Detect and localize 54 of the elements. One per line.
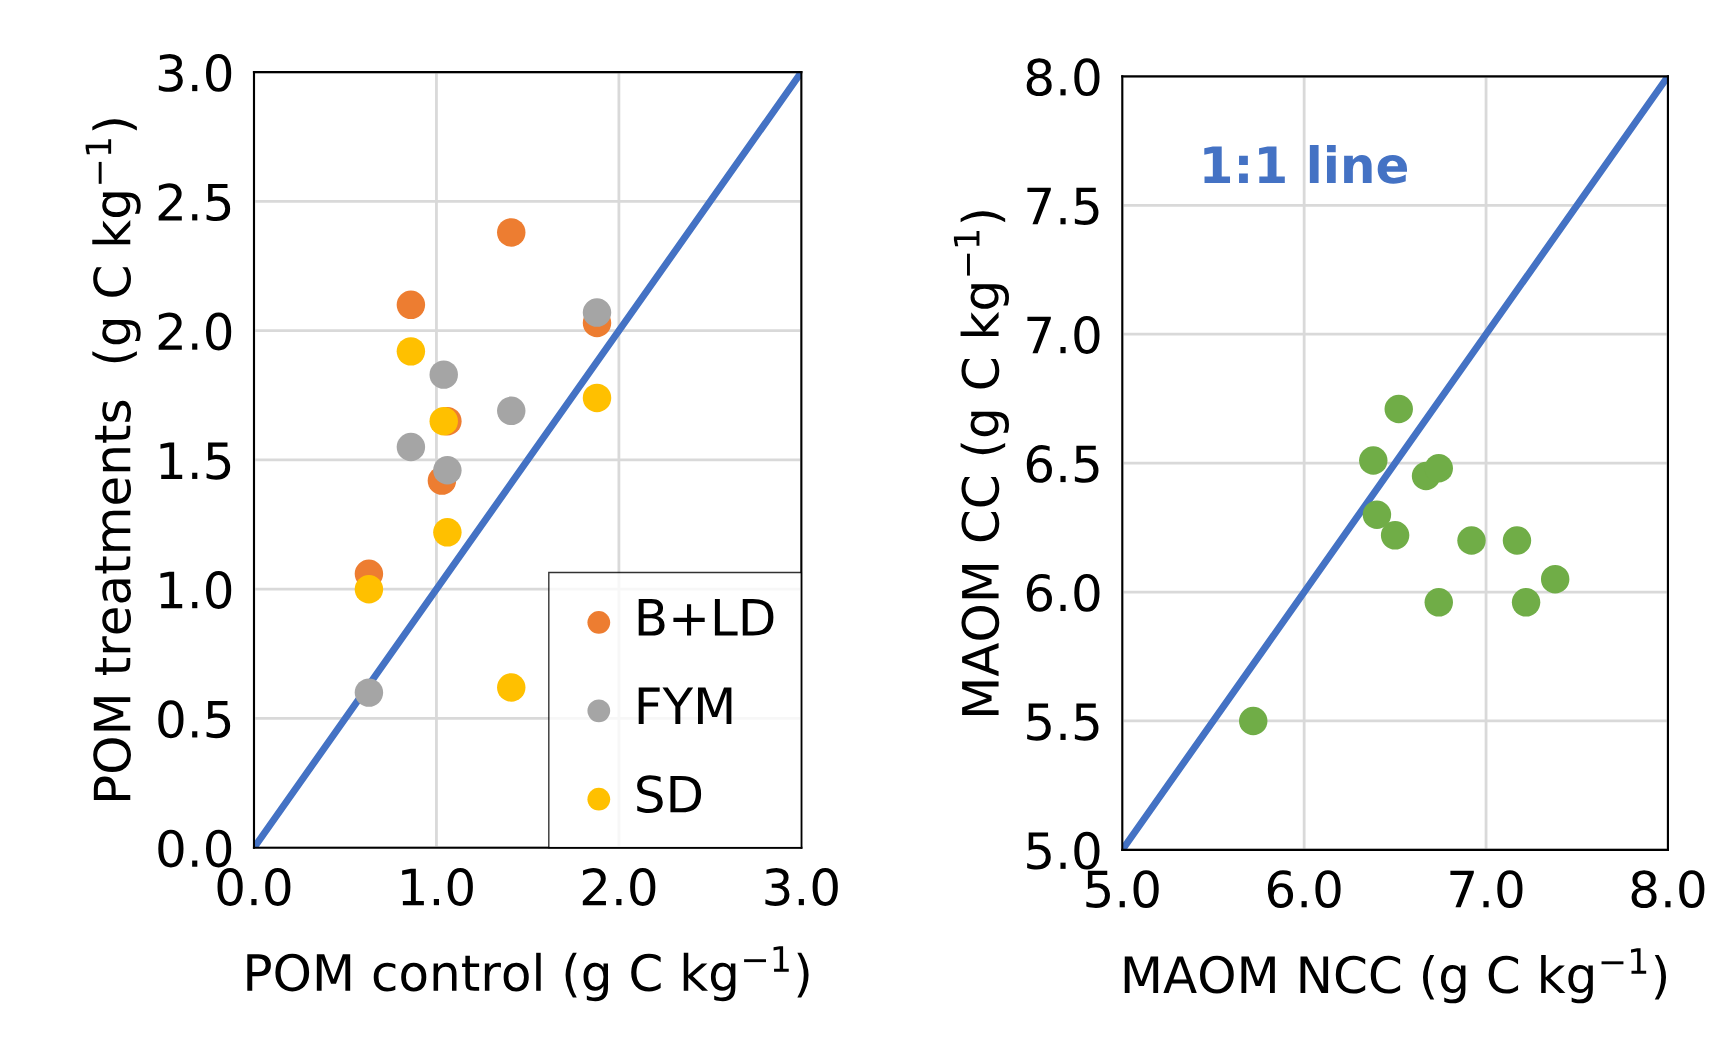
x-tick-label: 2.0	[582, 868, 656, 906]
legend-label: FYM	[638, 687, 732, 724]
point	[433, 518, 462, 547]
y-tick-label: 0.0	[158, 829, 232, 868]
point	[1502, 526, 1532, 555]
point	[396, 337, 426, 366]
y-axis-title: MAOM CC (g C kg$^{−1}$)	[953, 211, 1009, 715]
y-tick-label: 5.5	[1027, 703, 1099, 741]
point	[1239, 706, 1268, 736]
point	[1359, 446, 1388, 475]
point	[1457, 526, 1486, 555]
y-tick-label: 7.5	[1027, 187, 1099, 226]
x-axis-title: MAOM NCC (g C kg$^{−1}$)	[1124, 948, 1666, 1004]
point	[1362, 500, 1392, 529]
point	[497, 396, 526, 426]
y-tick-label: 6.0	[1026, 573, 1100, 612]
point	[497, 673, 526, 702]
point	[354, 574, 384, 604]
point	[582, 383, 612, 413]
point	[1424, 454, 1453, 483]
legend-label: SD	[637, 775, 702, 814]
point	[1424, 588, 1453, 617]
point	[396, 432, 426, 462]
x-tick-label: 0.0	[217, 868, 291, 906]
y-tick-label: 2.5	[158, 183, 231, 222]
y-tick-label: 1.0	[160, 571, 232, 609]
x-tick-label: 1.0	[402, 868, 473, 906]
point	[497, 218, 526, 247]
y-tick-label: 2.0	[158, 312, 232, 351]
y-tick-label: 7.0	[1027, 316, 1100, 354]
y-axis-title: POM treatments (g C kg$^{−1}$)	[85, 119, 141, 801]
point	[396, 290, 426, 320]
x-tick-label: 7.0	[1450, 870, 1523, 909]
point	[1511, 588, 1541, 617]
y-tick-label: 8.0	[1026, 58, 1100, 97]
point	[1540, 564, 1570, 594]
point	[582, 298, 612, 327]
y-tick-label: 3.0	[158, 54, 232, 92]
point	[433, 456, 462, 485]
y-tick-label: 0.5	[158, 700, 231, 739]
x-tick-label: 6.0	[1267, 870, 1341, 909]
x-tick-label: 3.0	[765, 868, 838, 906]
y-tick-label: 6.5	[1026, 445, 1099, 483]
legend-label: B+LD	[638, 599, 774, 636]
point	[1384, 394, 1413, 424]
y-tick-label: 1.5	[160, 442, 231, 480]
annotation: 1:1 line	[1204, 145, 1408, 184]
y-tick-label: 5.0	[1027, 831, 1100, 870]
point	[1380, 521, 1410, 550]
x-axis-title: POM control (g C kg$^{−1}$)	[247, 946, 809, 1002]
point	[429, 360, 458, 389]
x-tick-label: 5.0	[1086, 870, 1159, 909]
point	[354, 678, 384, 707]
x-tick-label: 8.0	[1631, 870, 1705, 909]
